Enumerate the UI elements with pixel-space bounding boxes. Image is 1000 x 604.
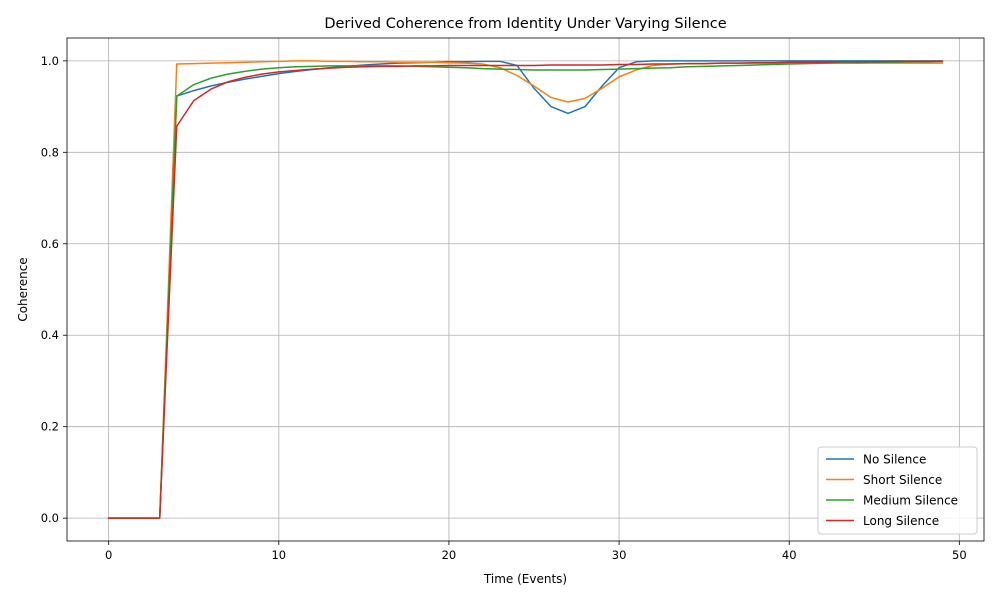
chart-title: Derived Coherence from Identity Under Va… [324,16,726,32]
x-tick-label: 30 [612,548,627,562]
y-tick-label: 1.0 [41,54,59,68]
x-tick-label: 50 [952,548,967,562]
series-line-medium-silence [107,60,944,519]
x-tick-label: 0 [105,548,112,562]
x-tick-label: 20 [442,548,457,562]
y-tick-label: 0.6 [41,237,59,251]
y-tick-label: 0.4 [41,328,59,342]
ticks: 0 10 20 30 40 50 0.0 0.2 0.4 0.6 0.8 1.0 [41,54,967,562]
x-axis-label: Time (Events) [483,572,567,586]
legend-box [817,446,978,535]
y-tick-label: 0.2 [41,420,59,434]
axes-frame [66,37,985,542]
x-tick-label: 40 [782,548,797,562]
y-tick-label: 0.0 [41,511,59,525]
series-line-no-silence [107,60,944,519]
legend-label: Short Silence [863,473,942,487]
legend: No Silence Short Silence Medium Silence Lon… [817,446,978,535]
legend-label: Medium Silence [863,494,958,508]
y-axis-label: Coherence [16,257,30,321]
legend-label: Long Silence [863,514,939,528]
x-tick-label: 10 [271,548,286,562]
legend-label: No Silence [863,453,926,467]
series-lines [107,60,944,519]
y-tick-label: 0.8 [41,145,59,159]
series-line-long-silence [107,60,944,519]
